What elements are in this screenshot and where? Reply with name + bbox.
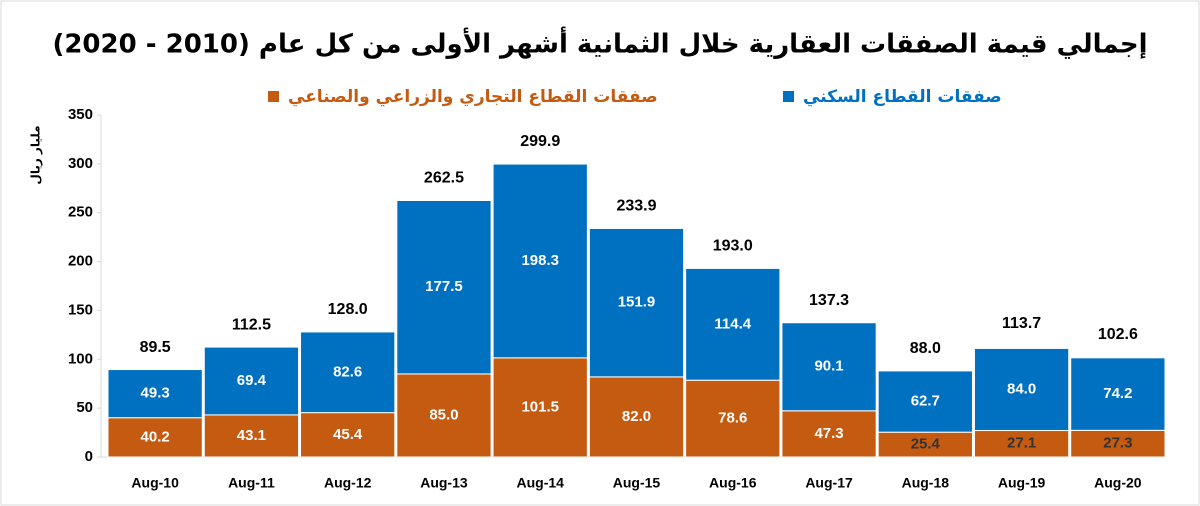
- total-label: 262.5: [424, 170, 464, 187]
- total-label: 102.6: [1098, 326, 1138, 343]
- x-tick-label: Aug-17: [805, 475, 853, 491]
- bar-segment: [203, 414, 300, 458]
- bar-segment: [1070, 429, 1166, 458]
- total-label: 137.3: [809, 292, 849, 309]
- value-label: 114.4: [714, 315, 751, 332]
- y-tick-label: 100: [68, 350, 93, 367]
- value-label: 82.6: [333, 363, 362, 380]
- bar-segment: [107, 417, 203, 458]
- value-label: 90.1: [814, 358, 843, 375]
- bar-segment: [877, 370, 973, 433]
- bar-segment: [1070, 357, 1166, 431]
- value-label: 47.3: [814, 425, 843, 442]
- chart-title: إجمالي قيمة الصفقات العقارية خلال الثمان…: [52, 27, 1147, 60]
- bar-segment: [781, 322, 877, 412]
- bar-segment: [203, 346, 300, 416]
- y-tick-label: 0: [85, 448, 93, 465]
- value-label: 43.1: [237, 427, 266, 444]
- x-tick-label: Aug-19: [998, 475, 1046, 491]
- value-label: 78.6: [718, 410, 747, 427]
- total-label: 128.0: [328, 301, 368, 318]
- value-label: 25.4: [911, 436, 941, 453]
- bar-segment: [492, 357, 588, 458]
- value-label: 177.5: [425, 278, 463, 295]
- x-tick-label: Aug-14: [517, 475, 565, 491]
- bar-segment: [588, 376, 685, 458]
- x-tick-label: Aug-10: [131, 475, 179, 491]
- bar-segment: [492, 163, 588, 359]
- y-tick-label: 250: [68, 204, 93, 221]
- value-label: 84.0: [1007, 380, 1036, 397]
- value-label: 74.2: [1103, 385, 1132, 402]
- bar-segment: [300, 331, 396, 414]
- x-tick-label: Aug-13: [420, 475, 468, 491]
- legend-label: صفقات القطاع التجاري والزراعي والصناعي: [288, 87, 658, 107]
- y-axis-label: مليار ريال: [29, 125, 43, 184]
- value-label: 85.0: [429, 406, 458, 423]
- x-tick-label: Aug-16: [709, 475, 757, 491]
- bar-segment: [685, 267, 781, 381]
- y-tick-label: 50: [76, 399, 93, 416]
- value-label: 45.4: [333, 426, 363, 443]
- value-label: 198.3: [521, 252, 559, 269]
- x-tick-label: Aug-20: [1094, 475, 1142, 491]
- total-label: 299.9: [520, 133, 560, 150]
- y-tick-label: 200: [68, 253, 93, 270]
- x-tick-label: Aug-11: [228, 475, 275, 491]
- value-label: 62.7: [911, 393, 940, 410]
- y-tick-label: 350: [68, 106, 93, 123]
- value-label: 82.0: [622, 408, 651, 425]
- value-label: 101.5: [521, 398, 559, 415]
- x-tick-label: Aug-12: [324, 475, 372, 491]
- value-label: 69.4: [237, 372, 267, 389]
- legend-label: صفقات القطاع السكني: [803, 87, 1002, 107]
- bar-segment: [396, 200, 492, 375]
- total-label: 88.0: [910, 340, 941, 357]
- y-tick-label: 150: [68, 301, 93, 318]
- total-label: 112.5: [232, 316, 271, 333]
- bar-segment: [588, 227, 685, 378]
- total-label: 113.7: [1002, 315, 1041, 332]
- legend-swatch: [268, 91, 279, 102]
- total-label: 89.5: [140, 339, 171, 356]
- value-label: 49.3: [141, 385, 170, 402]
- y-tick-label: 300: [68, 155, 93, 172]
- legend-swatch: [783, 91, 794, 102]
- value-label: 151.9: [618, 294, 656, 311]
- bar-segment: [973, 347, 1070, 432]
- total-label: 193.0: [713, 238, 753, 255]
- bar-segment: [396, 373, 492, 458]
- value-label: 27.1: [1007, 435, 1036, 452]
- bar-segment: [300, 412, 396, 458]
- x-tick-label: Aug-18: [902, 475, 950, 491]
- bar-segment: [107, 369, 203, 419]
- value-label: 40.2: [141, 428, 170, 445]
- x-tick-label: Aug-15: [613, 475, 661, 491]
- value-label: 27.3: [1103, 435, 1132, 452]
- bar-segment: [781, 410, 877, 458]
- total-label: 233.9: [616, 198, 656, 215]
